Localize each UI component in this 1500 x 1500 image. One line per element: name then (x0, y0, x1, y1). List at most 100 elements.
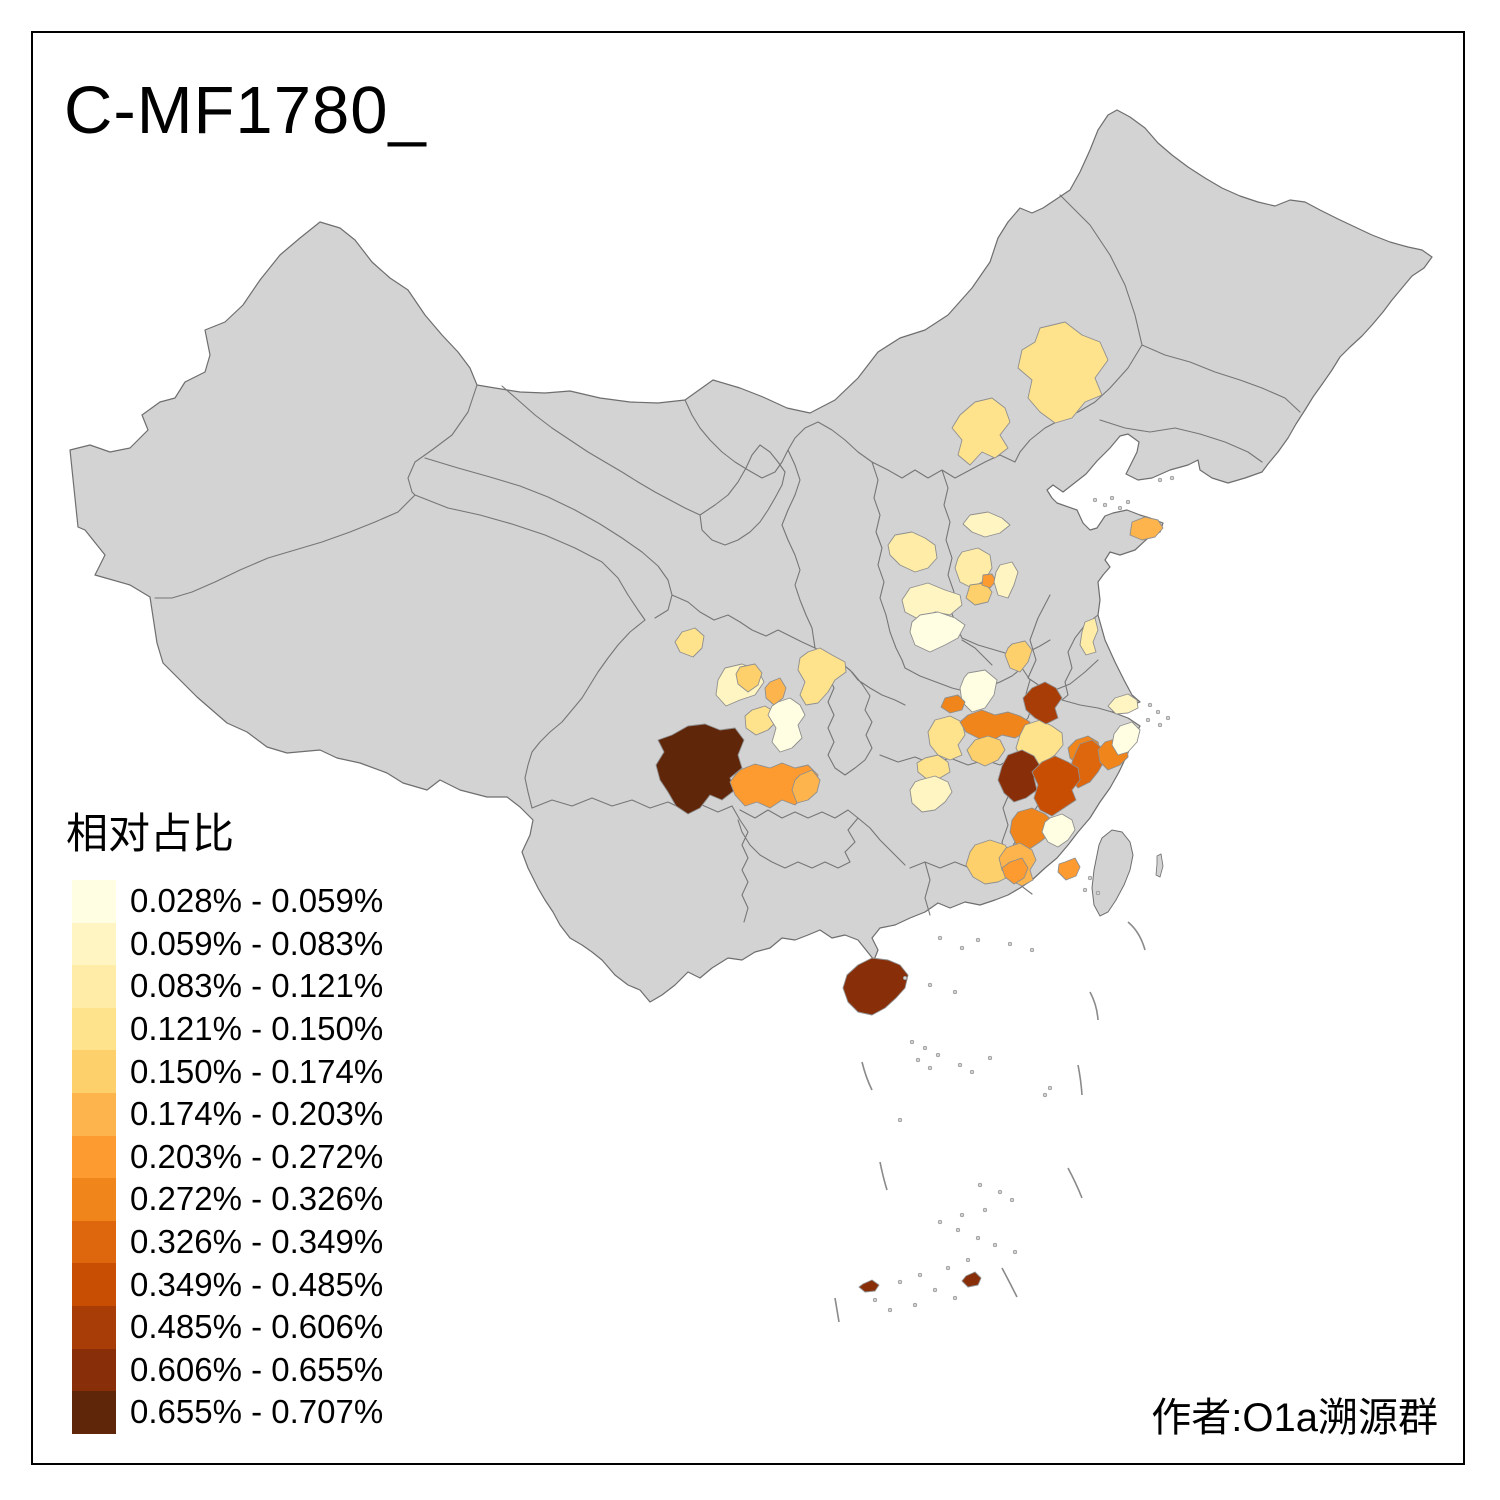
island-dot (952, 989, 958, 995)
region-patch-p10 (1004, 640, 1033, 673)
legend-item-10: 0.349% - 0.485% (72, 1263, 383, 1306)
region-patch-p23 (927, 715, 966, 761)
island-dot (1117, 505, 1123, 511)
offshore-islet (1155, 853, 1164, 878)
island-dot (935, 1052, 941, 1058)
region-patch-p40 (842, 957, 909, 1016)
legend-item-5: 0.150% - 0.174% (72, 1050, 383, 1093)
region-patch-p18 (797, 647, 847, 706)
legend-item-2: 0.059% - 0.083% (72, 922, 384, 966)
region-patch-p22b (791, 769, 821, 804)
island-dot (922, 1045, 928, 1051)
island-dot (1145, 717, 1151, 723)
region-patch-p14 (674, 627, 705, 658)
region-patch-p25 (966, 735, 1006, 767)
region-patch-p05 (962, 511, 1011, 538)
island-dot (959, 945, 965, 951)
region-patch-p12 (959, 669, 998, 713)
legend-item-1: 0.028% - 0.059% (72, 880, 383, 923)
legend-swatch (72, 1348, 116, 1392)
island-dot (952, 1295, 958, 1301)
legend-label: 0.272% - 0.326% (130, 1180, 384, 1218)
sea-boundary-dash (1089, 991, 1099, 1021)
attribution-text: 作者:O1a溯源群 (1151, 1396, 1438, 1440)
legend-item-4: 0.121% - 0.150% (72, 1007, 383, 1051)
island-dot (1087, 875, 1093, 881)
region-patch-p34 (1031, 755, 1081, 817)
island-dot (912, 1302, 918, 1308)
region-patch-p01 (1017, 321, 1109, 424)
island-dot (1047, 1085, 1053, 1091)
island-dot (927, 982, 933, 988)
region-patch-p41b (858, 1279, 880, 1293)
island-dot (1009, 1197, 1015, 1203)
region-patch-p29 (1022, 681, 1063, 725)
region-patch-p16b (735, 663, 763, 693)
legend-title: 相对占比 (66, 810, 235, 857)
island-dot (1109, 495, 1115, 501)
region-patch-p35 (1009, 807, 1055, 851)
island-dot (887, 1307, 893, 1313)
region-patch-p06c (981, 573, 997, 589)
island-dot (915, 1057, 921, 1063)
island-dot (1165, 715, 1171, 721)
region-patch-p08b (909, 611, 966, 653)
sea-boundary-dash (1077, 1064, 1083, 1096)
legend-swatch (72, 1050, 116, 1093)
island-dot (1029, 947, 1035, 953)
island-dot (982, 1207, 988, 1213)
legend: 相对占比 0.028% - 0.059% 0.059% - 0.083% 0.083… (66, 800, 383, 1434)
legend-item-8: 0.272% - 0.326% (72, 1178, 383, 1221)
sea-boundary-dash (834, 1297, 840, 1323)
island-dot (909, 1039, 915, 1045)
region-patch-p13 (940, 694, 966, 714)
legend-swatch (72, 1135, 116, 1179)
sea-boundary-dash (879, 1161, 888, 1191)
island-dot (1155, 709, 1161, 715)
region-patch-p38b (1001, 857, 1029, 885)
legend-swatch (72, 1220, 116, 1264)
legend-swatch (72, 1305, 116, 1349)
island-dot (1007, 941, 1013, 947)
island-dot (897, 1279, 903, 1285)
legend-label: 0.059% - 0.083% (130, 924, 384, 962)
taiwan-island (1091, 829, 1134, 917)
legend-swatch (72, 1263, 116, 1306)
legend-swatch (72, 965, 116, 1008)
region-patch-p20 (767, 697, 806, 753)
island-dot (1092, 497, 1098, 503)
island-dot (917, 1272, 923, 1278)
island-dot (955, 1227, 961, 1233)
island-dot (997, 1189, 1003, 1195)
island-dot (1042, 1092, 1048, 1098)
island-dot (1157, 722, 1163, 728)
island-dot (1169, 475, 1175, 481)
sea-boundary-dash (1001, 1267, 1018, 1298)
region-patch-p32b (1111, 721, 1141, 756)
region-patch-p36 (1041, 813, 1076, 848)
island-dot (975, 1235, 981, 1241)
island-dot (937, 1219, 943, 1225)
island-dot (1102, 502, 1108, 508)
legend-item-7: 0.203% - 0.272% (72, 1135, 383, 1179)
legend-rows: 0.028% - 0.059% 0.059% - 0.083% 0.083% - 0… (72, 880, 383, 1434)
island-dot (897, 1117, 903, 1123)
island-dot (945, 1265, 951, 1271)
region-patch-p39 (1057, 857, 1081, 881)
legend-label: 0.150% - 0.174% (130, 1052, 384, 1090)
island-dot (957, 1062, 963, 1068)
island-dot (1012, 1249, 1018, 1255)
sea-boundary-dash (1127, 921, 1146, 951)
legend-swatch (72, 1092, 116, 1136)
region-patch-p19 (744, 705, 777, 736)
region-patch-p08a (901, 582, 963, 621)
legend-label: 0.083% - 0.121% (130, 967, 384, 1005)
island-dot (1082, 887, 1088, 893)
island-dot (959, 1212, 965, 1218)
region-patch-p41a (961, 1271, 982, 1288)
legend-label: 0.349% - 0.485% (130, 1265, 384, 1303)
island-dot (932, 1287, 938, 1293)
island-dot (927, 1065, 933, 1071)
